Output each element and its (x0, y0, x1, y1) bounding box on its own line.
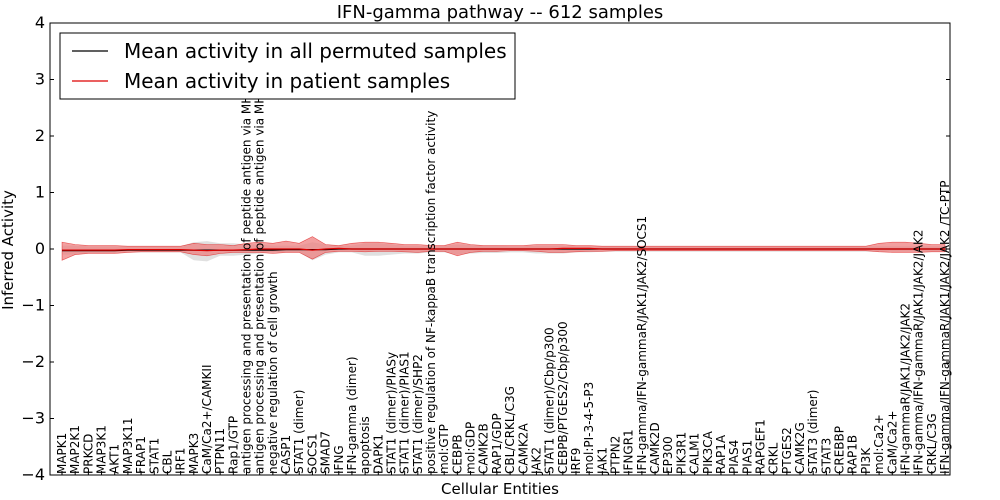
x-tick-label: PRKCD (81, 434, 95, 474)
chart-title: IFN-gamma pathway -- 612 samples (337, 2, 664, 23)
x-tick-label: CALM1 (688, 433, 702, 474)
x-tick-label: CAMK2B (477, 423, 491, 474)
x-tick-label: RAP1A (714, 434, 728, 474)
legend-label: Mean activity in all permuted samples (124, 39, 507, 63)
x-tick-label: CEBPB (450, 434, 464, 474)
y-tick-label: 0 (35, 239, 45, 258)
x-tick-label: CAMK2A (516, 423, 530, 474)
x-tick-label: IFN-gamma/IFN-gammaR/JAK1/JAK2/JAK2 /TC-… (938, 180, 952, 474)
x-tick-label: SMAD7 (319, 431, 333, 474)
x-tick-label: MAP3K1 (95, 425, 109, 474)
x-tick-label: STAT1 (147, 438, 161, 474)
x-tick-label: antigen processing and presentation of p… (240, 45, 254, 474)
x-tick-label: IFN-gamma (dimer) (345, 356, 359, 474)
legend-box (59, 32, 516, 100)
x-tick-label: apoptosis (358, 416, 372, 474)
x-tick-label: mol:GTP (437, 424, 451, 474)
x-tick-label: MAP2K1 (68, 425, 82, 474)
x-tick-label: mol:GDP (464, 422, 478, 474)
x-tick-label: RAPGEF1 (754, 419, 768, 474)
x-tick-label: CBL (160, 450, 174, 474)
x-tick-label: PIAS4 (727, 440, 741, 474)
x-tick-label: AKT1 (108, 444, 122, 474)
y-tick-label: −1 (21, 296, 45, 315)
x-tick-label: CASP1 (279, 435, 293, 474)
x-tick-label: STAT3 (819, 438, 833, 474)
x-tick-label: CAMK2D (648, 422, 662, 474)
x-axis-title: Cellular Entities (441, 480, 559, 498)
x-tick-label: RAP1B (846, 435, 860, 474)
x-tick-label: IFN-gammaR/JAK1/JAK2/JAK2 (899, 303, 913, 474)
x-tick-label: SOCS1 (305, 433, 319, 474)
x-tick-label: antigen processing and presentation of p… (253, 42, 267, 474)
x-tick-label: CBL/CRKL/C3G (503, 386, 517, 474)
y-tick-label: 1 (35, 183, 45, 202)
x-tick-label: mol:Ca2+ (872, 414, 886, 474)
x-tick-label: STAT1 (dimer)/Cbp/p300 (543, 327, 557, 474)
x-tick-label: mol:PI-3-4-5-P3 (582, 382, 596, 474)
x-tick-label: PTPN11 (213, 428, 227, 474)
series-line-patient (62, 247, 945, 252)
x-tick-label: STAT1 (dimer) (292, 390, 306, 474)
x-tick-label: IRF9 (569, 448, 583, 474)
x-tick-label: PIK3CA (701, 430, 715, 474)
y-tick-label: −3 (21, 409, 45, 428)
x-tick-label: CRKL (767, 442, 781, 474)
x-tick-label: IFNGR1 (622, 429, 636, 474)
x-tick-label: positive regulation of NF-kappaB transcr… (424, 111, 438, 474)
x-tick-label: CAMK2G (793, 422, 807, 474)
x-tick-label: IRF1 (174, 448, 188, 474)
x-tick-label: IFN-gamma/IFN-gammaR/JAK1/JAK2/SOCS1 (635, 216, 649, 474)
x-tick-label: negative regulation of cell growth (266, 271, 280, 474)
x-tick-label: PIAS1 (740, 440, 754, 474)
y-axis-title: Inferred Activity (0, 190, 17, 310)
x-tick-label: CEBPB/PTGES2/Cbp/p300 (556, 321, 570, 474)
y-tick-label: −4 (21, 465, 45, 484)
x-tick-label: STAT1 (dimer)/PIASy (385, 352, 399, 474)
y-tick-label: 2 (35, 126, 45, 145)
x-tick-label: PI3K (859, 447, 873, 474)
x-tick-label: PTPN2 (609, 436, 623, 474)
x-tick-label: STAT1 (dimer)/PIAS1 (398, 351, 412, 474)
x-tick-label: CREBBP (833, 426, 847, 474)
x-tick-label: PTGES2 (780, 427, 794, 474)
x-tick-label: MAPK3 (187, 433, 201, 474)
legend-label: Mean activity in patient samples (124, 69, 450, 93)
x-tick-label: FRAP1 (134, 436, 148, 474)
y-tick-label: 3 (35, 70, 45, 89)
x-tick-label: STAT1 (dimer)/SHP2 (411, 354, 425, 474)
x-tick-label: RAP1/GDP (490, 413, 504, 474)
x-tick-label: CaM/Ca2+ (885, 410, 899, 474)
x-tick-label: Rap1/GTP (226, 416, 240, 474)
y-tick-label: 4 (35, 13, 45, 32)
x-tick-label: EP300 (661, 436, 675, 474)
x-tick-label: MAP3K11 (121, 417, 135, 474)
x-tick-label: MAPK1 (55, 433, 69, 474)
x-tick-label: DAPK1 (371, 434, 385, 474)
x-tick-label: PIK3R1 (674, 432, 688, 474)
y-tick-label: −2 (21, 352, 45, 371)
x-tick-label: CaM/Ca2+/CAMKII (200, 365, 214, 474)
x-tick-label: IFNG (332, 445, 346, 474)
x-tick-label: JAK1 (595, 447, 609, 475)
x-tick-label: STAT3 (dimer) (806, 390, 820, 474)
x-tick-label: CRKL/C3G (925, 413, 939, 474)
x-tick-label: JAK2 (529, 447, 543, 475)
x-tick-label: IFN-gamma/IFN-gammaR/JAK1/JAK2/JAK2 (912, 229, 926, 474)
